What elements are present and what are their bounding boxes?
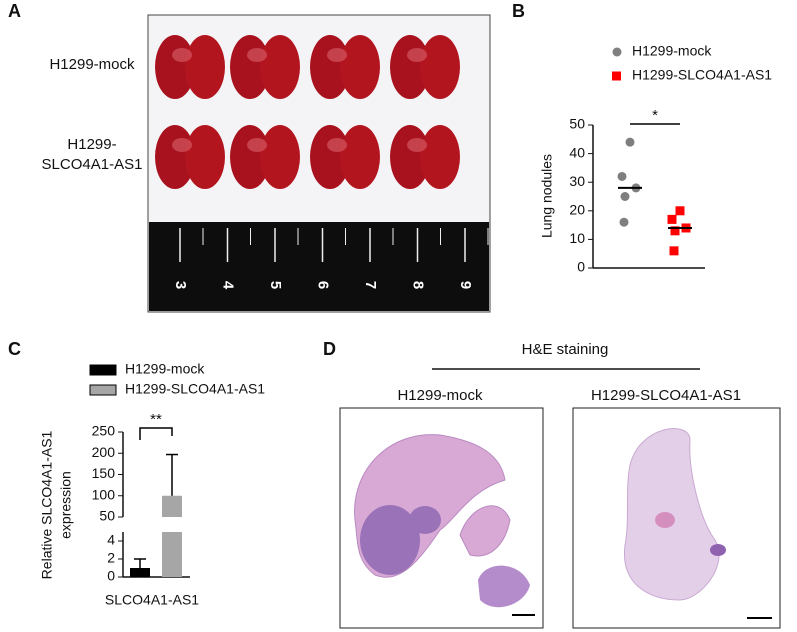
image-label: H1299-SLCO4A1-AS1: [591, 387, 741, 404]
legend-marker: [612, 47, 622, 57]
y-tick-label: 30: [569, 173, 585, 189]
ruler-label: 9: [457, 281, 474, 289]
ruler-label: 8: [410, 281, 427, 289]
section-title: H&E staining: [522, 341, 609, 358]
lung: [185, 35, 225, 99]
lung: [260, 125, 300, 189]
panel-label: C: [8, 339, 21, 359]
legend-marker: [89, 384, 117, 396]
bar: [130, 568, 150, 577]
point: [625, 137, 635, 147]
lung-highlight: [407, 138, 427, 152]
tissue: [459, 505, 511, 557]
legend-label: H1299-mock: [632, 43, 712, 59]
row-label: H1299-mock: [49, 56, 135, 73]
lung-highlight: [247, 138, 267, 152]
lung-highlight: [327, 48, 347, 62]
y-axis-label: Lung nodules: [539, 154, 555, 238]
lung: [185, 125, 225, 189]
lung-highlight: [172, 48, 192, 62]
y-axis-label: expression: [58, 471, 74, 539]
lung-highlight: [327, 138, 347, 152]
lung-highlight: [407, 48, 427, 62]
legend-label: H1299-SLCO4A1-AS1: [632, 67, 772, 83]
significance-bracket: [139, 427, 173, 440]
y-axis-label: Relative SLCO4A1-AS1: [39, 430, 55, 579]
point: [620, 192, 630, 201]
tissue: [478, 565, 530, 608]
y-tick-label: 20: [569, 202, 585, 218]
point: [617, 171, 627, 181]
lung: [260, 35, 300, 99]
y-tick-label: 100: [92, 486, 116, 502]
point: [667, 214, 677, 224]
significance-label: *: [652, 107, 658, 124]
y-tick-label: 200: [92, 444, 116, 460]
ruler-label: 5: [267, 281, 284, 289]
tumor: [409, 506, 441, 534]
ruler: [149, 222, 489, 311]
ruler-label: 4: [220, 281, 237, 290]
image-label: H1299-mock: [397, 387, 483, 404]
legend-label: H1299-SLCO4A1-AS1: [125, 381, 265, 397]
point: [675, 206, 685, 216]
legend-marker: [612, 71, 621, 81]
y-tick-label: 4: [107, 532, 115, 548]
point: [670, 226, 680, 236]
ruler-label: 3: [172, 281, 189, 289]
significance-label: **: [150, 411, 162, 428]
panel-label: B: [512, 1, 525, 21]
y-tick-label: 50: [569, 116, 585, 132]
lung: [420, 35, 460, 99]
point: [619, 217, 629, 227]
y-tick-label: 0: [107, 568, 115, 584]
y-tick-label: 50: [99, 508, 115, 524]
tissue: [655, 512, 675, 528]
x-tick-label: SLCO4A1-AS1: [105, 592, 199, 608]
lung: [340, 125, 380, 189]
y-tick-label: 0: [577, 259, 585, 275]
row-label: H1299-: [67, 136, 116, 153]
y-tick-label: 2: [107, 550, 115, 566]
tumor: [360, 505, 420, 575]
point: [669, 246, 679, 256]
ruler-label: 6: [315, 281, 332, 289]
bar: [162, 532, 182, 577]
y-tick-label: 150: [92, 465, 116, 481]
panel-label: D: [323, 339, 336, 359]
legend-marker: [89, 364, 117, 376]
bar: [162, 495, 182, 517]
y-tick-label: 40: [569, 144, 585, 160]
lung: [340, 35, 380, 99]
ruler-label: 7: [362, 281, 379, 289]
legend-label: H1299-mock: [125, 361, 205, 377]
y-tick-label: 250: [92, 423, 116, 439]
row-label: SLCO4A1-AS1: [42, 156, 143, 173]
lung: [420, 125, 460, 189]
lung-highlight: [172, 138, 192, 152]
panel-label: A: [8, 1, 21, 21]
y-tick-label: 10: [569, 230, 585, 246]
lung-highlight: [247, 48, 267, 62]
tumor: [710, 544, 726, 556]
